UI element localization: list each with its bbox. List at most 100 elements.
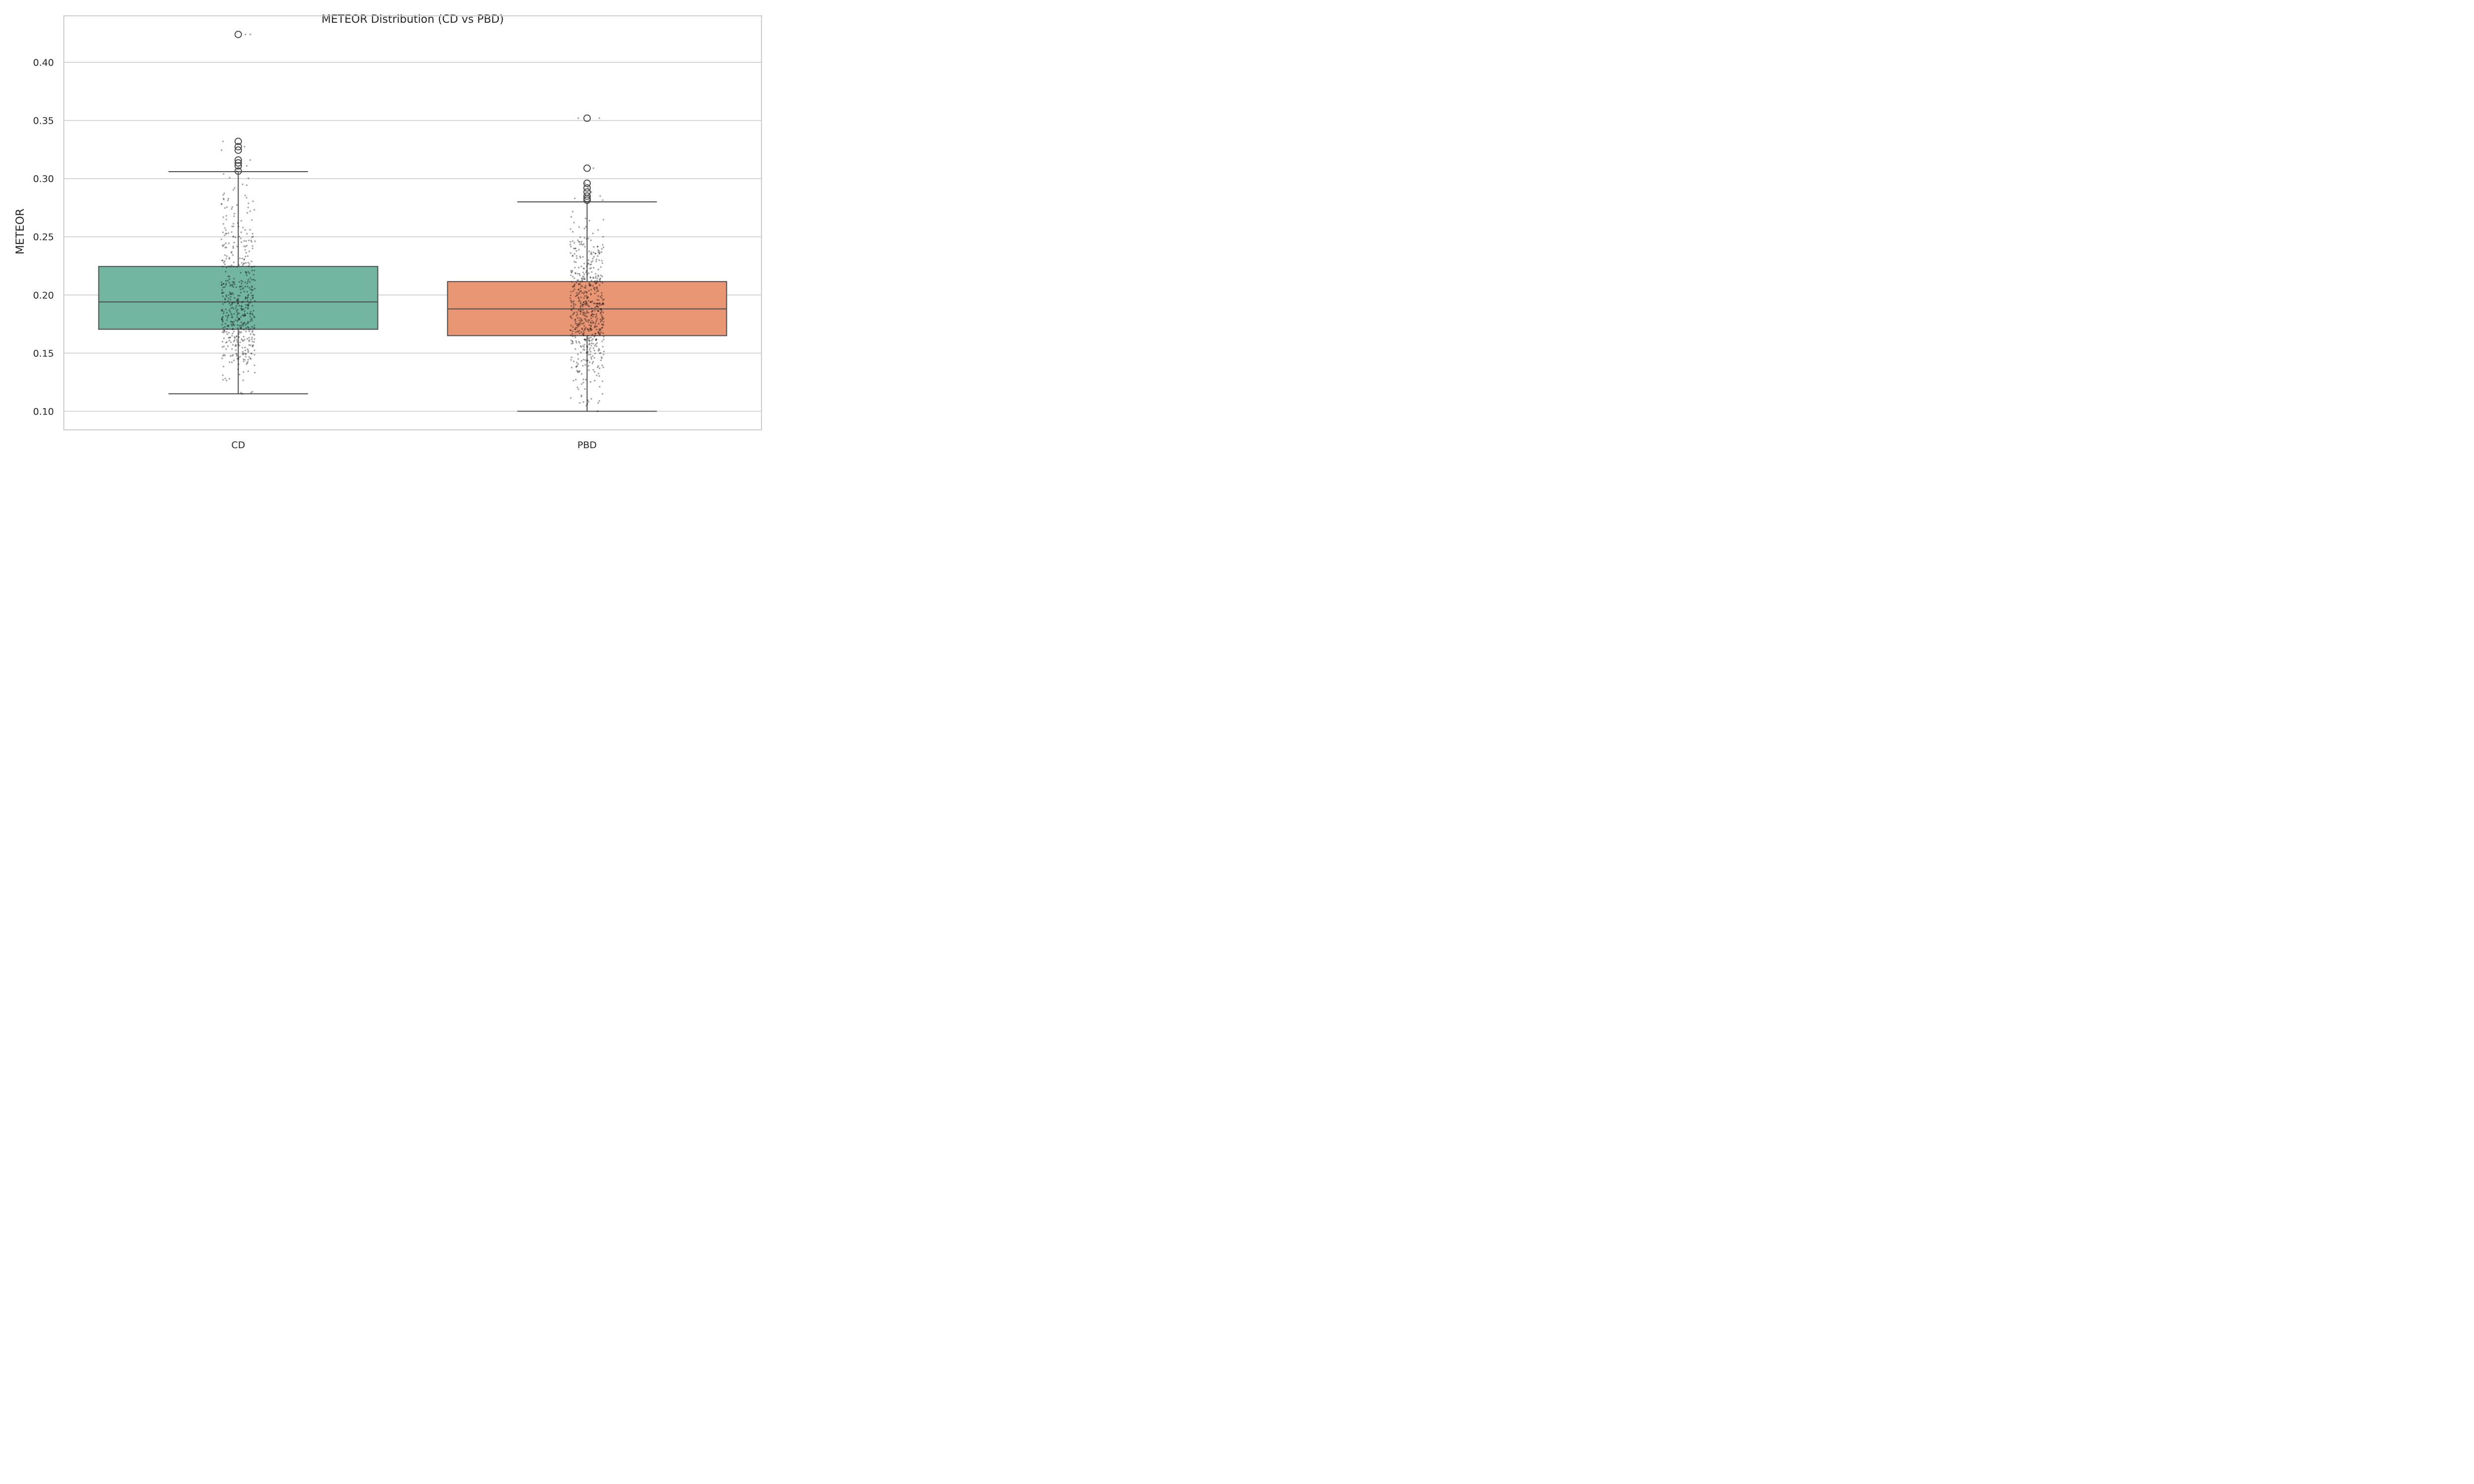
data-point: [233, 266, 235, 268]
data-point: [602, 366, 604, 369]
data-point: [588, 324, 590, 326]
data-point: [226, 206, 228, 208]
data-point: [227, 275, 230, 278]
data-point: [573, 311, 575, 314]
data-point: [589, 322, 592, 324]
data-point: [578, 323, 580, 325]
data-point: [222, 331, 224, 333]
data-point: [252, 333, 254, 335]
data-point: [237, 313, 239, 315]
data-point: [578, 226, 580, 228]
data-point: [595, 339, 597, 341]
data-point: [253, 341, 255, 343]
data-point: [254, 300, 256, 302]
data-point: [602, 199, 604, 201]
data-point: [248, 337, 250, 339]
data-point: [599, 252, 601, 254]
data-point: [228, 265, 230, 268]
data-point: [583, 263, 585, 265]
data-point: [236, 353, 238, 356]
data-point: [247, 271, 249, 273]
data-point: [590, 398, 592, 400]
data-point: [246, 304, 249, 306]
data-point: [252, 330, 254, 332]
data-point: [584, 182, 586, 185]
data-point: [597, 276, 599, 278]
data-point: [583, 311, 585, 314]
data-point: [588, 305, 590, 308]
data-point: [233, 321, 235, 323]
data-point: [244, 245, 246, 247]
data-point: [229, 361, 231, 363]
data-point: [602, 303, 604, 305]
data-point: [601, 319, 603, 321]
data-point: [231, 325, 233, 327]
data-point: [575, 362, 578, 364]
chart-title: METEOR Distribution (CD vs PBD): [322, 13, 504, 26]
data-point: [238, 363, 239, 366]
data-point: [223, 173, 225, 175]
data-point: [580, 394, 583, 397]
data-point: [227, 345, 229, 347]
data-point: [230, 313, 232, 315]
data-point: [579, 321, 581, 323]
data-point: [241, 305, 243, 307]
data-point: [233, 308, 235, 310]
data-point: [592, 347, 595, 349]
data-point: [583, 278, 586, 280]
data-point: [593, 256, 595, 258]
data-point: [227, 315, 229, 317]
data-point: [577, 239, 579, 241]
box-group-cd: [98, 31, 379, 395]
data-point: [578, 283, 580, 285]
data-point: [598, 310, 600, 312]
data-point: [242, 315, 245, 317]
data-point: [589, 381, 592, 383]
data-point: [571, 240, 574, 242]
data-point: [581, 304, 583, 306]
data-point: [588, 340, 591, 342]
data-point: [253, 325, 255, 326]
data-point: [241, 314, 243, 316]
data-point: [226, 255, 228, 257]
data-point: [254, 287, 256, 290]
data-point: [595, 313, 597, 315]
data-point: [223, 197, 225, 200]
data-point: [250, 319, 252, 321]
data-point: [590, 251, 592, 253]
data-point: [587, 312, 589, 314]
data-point: [574, 272, 576, 274]
data-point: [590, 301, 592, 303]
data-point: [571, 211, 574, 213]
data-point: [222, 316, 224, 319]
data-point: [596, 303, 598, 305]
data-point: [222, 223, 225, 225]
data-point: [240, 338, 243, 340]
data-point: [581, 244, 583, 246]
data-point: [591, 310, 594, 312]
iqr-box: [98, 266, 379, 330]
data-point: [593, 287, 595, 289]
data-point: [221, 346, 224, 348]
data-point: [244, 349, 246, 351]
data-point: [584, 278, 586, 280]
data-point: [585, 304, 587, 306]
data-point: [248, 239, 250, 241]
data-point: [230, 321, 232, 323]
data-point: [224, 254, 226, 256]
data-point: [588, 369, 590, 371]
data-point: [577, 309, 580, 311]
data-point: [602, 244, 604, 246]
data-point: [575, 255, 578, 257]
data-point: [579, 280, 581, 283]
data-point: [222, 321, 224, 323]
data-point: [575, 378, 577, 381]
data-point: [244, 33, 246, 36]
data-point: [576, 326, 578, 329]
data-point: [582, 365, 584, 367]
data-point: [602, 303, 605, 305]
data-point: [222, 259, 224, 262]
data-point: [221, 324, 223, 326]
data-point: [586, 274, 588, 276]
data-point: [600, 251, 603, 253]
